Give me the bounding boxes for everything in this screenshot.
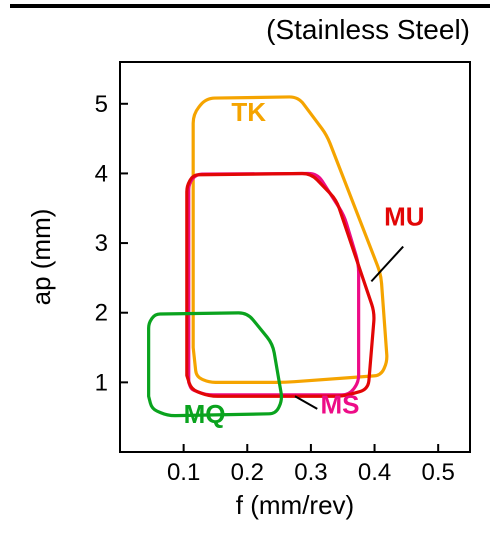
- chart-subtitle: (Stainless Steel): [266, 14, 470, 46]
- y-tick-label: 1: [95, 369, 108, 396]
- top-rule: [10, 4, 490, 8]
- x-tick-label: 0.1: [167, 459, 200, 486]
- x-tick-label: 0.2: [231, 459, 264, 486]
- x-tick-label: 0.3: [294, 459, 327, 486]
- x-tick-label: 0.5: [421, 459, 454, 486]
- y-tick-label: 2: [95, 300, 108, 327]
- series-label-mu: MU: [384, 202, 424, 232]
- y-axis-title: ap (mm): [26, 209, 56, 306]
- series-label-tk: TK: [231, 97, 266, 127]
- y-tick-label: 5: [95, 91, 108, 118]
- x-tick-label: 0.4: [358, 459, 391, 486]
- ap-vs-f-chart: 0.1 0.2 0.3 0.4 0.5 1 2 3 4 5 f (mm/rev) ap (mm) TK M…: [20, 52, 490, 542]
- page: (Stainless Steel) 0.1 0.2 0.3 0.4 0.5 1 2 3 4 5 f …: [0, 0, 500, 552]
- x-axis-title: f (mm/rev): [236, 490, 354, 520]
- y-tick-label: 3: [95, 230, 108, 257]
- y-tick-label: 4: [95, 160, 108, 187]
- series-label-mq: MQ: [184, 399, 226, 429]
- series-label-ms: MS: [320, 390, 359, 420]
